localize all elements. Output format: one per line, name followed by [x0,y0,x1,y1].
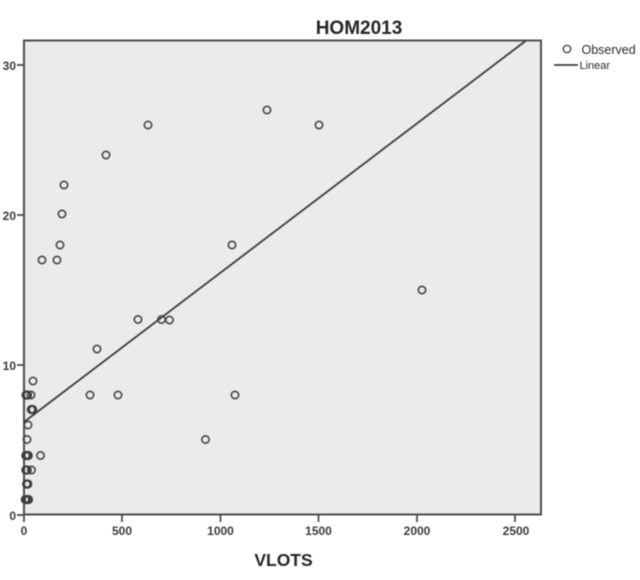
svg-text:500: 500 [112,524,132,538]
svg-text:10: 10 [3,359,17,373]
svg-text:20: 20 [3,209,17,223]
svg-text:VLOTS: VLOTS [254,550,312,570]
svg-text:2000: 2000 [404,524,431,538]
svg-text:0: 0 [9,509,16,523]
svg-text:1000: 1000 [207,524,234,538]
svg-text:Linear: Linear [580,60,611,72]
svg-text:30: 30 [3,59,17,73]
svg-text:Observed: Observed [582,43,636,57]
svg-text:HOM2013: HOM2013 [316,18,403,39]
svg-text:2500: 2500 [503,524,530,538]
svg-text:1500: 1500 [305,524,332,538]
svg-text:0: 0 [21,524,28,538]
